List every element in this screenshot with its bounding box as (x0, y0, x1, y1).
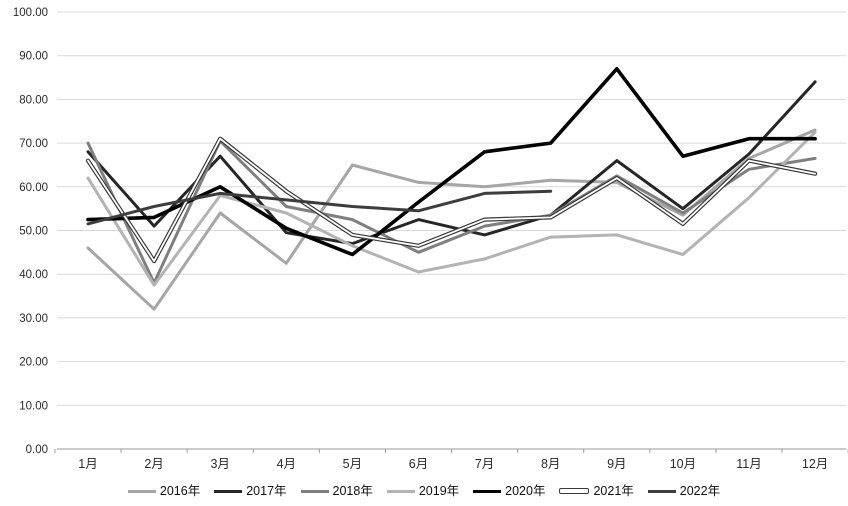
x-axis-month-label: 2月 (144, 457, 163, 471)
legend-swatch-2021年 (559, 488, 590, 494)
series-line-2022年 (86, 189, 553, 226)
legend-label: 2016年 (159, 483, 201, 498)
x-axis-month-label: 10月 (670, 457, 696, 471)
y-axis-tick-label: 30.00 (19, 313, 48, 325)
x-axis-month-label: 3月 (210, 457, 229, 471)
series-line-2016年 (86, 128, 817, 311)
legend-label: 2020年 (505, 483, 546, 498)
legend-label: 2022年 (679, 483, 721, 498)
y-axis-tick-label: 80.00 (19, 94, 48, 106)
legend-label: 2021年 (593, 483, 634, 498)
series-line-2019年 (86, 130, 817, 287)
x-axis-month-label: 4月 (277, 457, 296, 471)
y-axis-tick-label: 100.00 (13, 7, 48, 19)
y-axis-tick-label: 70.00 (19, 138, 48, 150)
legend-item-2019年: 2019年 (386, 483, 460, 498)
x-axis-month-label: 7月 (475, 457, 494, 471)
legend-swatch-2020年 (473, 489, 502, 493)
y-axis-tick-label: 40.00 (19, 269, 48, 281)
legend-swatch-2018年 (300, 489, 329, 493)
legend-swatch-2017年 (214, 489, 243, 493)
legend-label: 2019年 (418, 483, 460, 498)
chart-plot-area: 0.00 10.00 20.00 30.00 40.00 50.00 60.00 70.00 8… (13, 7, 848, 471)
series-line-2020年 (86, 67, 817, 257)
legend-item-2017年: 2017年 (214, 483, 287, 498)
legend-swatch-2016年 (127, 489, 156, 493)
legend-item-2022年: 2022年 (647, 483, 721, 498)
legend-label: 2017年 (246, 483, 287, 498)
y-axis-tick-label: 60.00 (19, 182, 48, 194)
chart-legend: 2016年 2017年 2018年 2019年 2020年 2021年 2022年 (0, 480, 848, 502)
legend-swatch-2022年 (647, 489, 676, 493)
legend-item-2016年: 2016年 (127, 483, 201, 498)
y-axis-tick-label: 20.00 (19, 357, 48, 369)
legend-item-2021年: 2021年 (559, 483, 634, 498)
x-axis-month-label: 6月 (409, 457, 428, 471)
legend-item-2020年: 2020年 (473, 485, 545, 498)
x-axis-month-label: 11月 (736, 457, 761, 471)
series-line-2017年 (86, 80, 817, 246)
x-axis-month-label: 8月 (541, 457, 560, 471)
series-line-2018年 (86, 139, 817, 285)
x-axis-month-label: 12月 (802, 457, 828, 471)
y-axis-tick-label: 90.00 (19, 51, 48, 63)
x-axis-month-label: 1月 (78, 457, 97, 471)
legend-swatch-2019年 (386, 489, 415, 493)
legend-item-2018年: 2018年 (300, 483, 373, 498)
x-axis-month-label: 5月 (343, 457, 362, 471)
series-line-2021年 (85, 136, 818, 264)
y-axis-tick-label: 50.00 (19, 226, 48, 238)
y-axis-tick-label: 10.00 (19, 400, 48, 412)
series-line-highlight-2021年 (87, 137, 816, 263)
legend-label: 2018年 (332, 483, 373, 498)
y-axis-tick-label: 0.00 (26, 444, 48, 456)
x-axis-month-label: 9月 (607, 457, 626, 471)
